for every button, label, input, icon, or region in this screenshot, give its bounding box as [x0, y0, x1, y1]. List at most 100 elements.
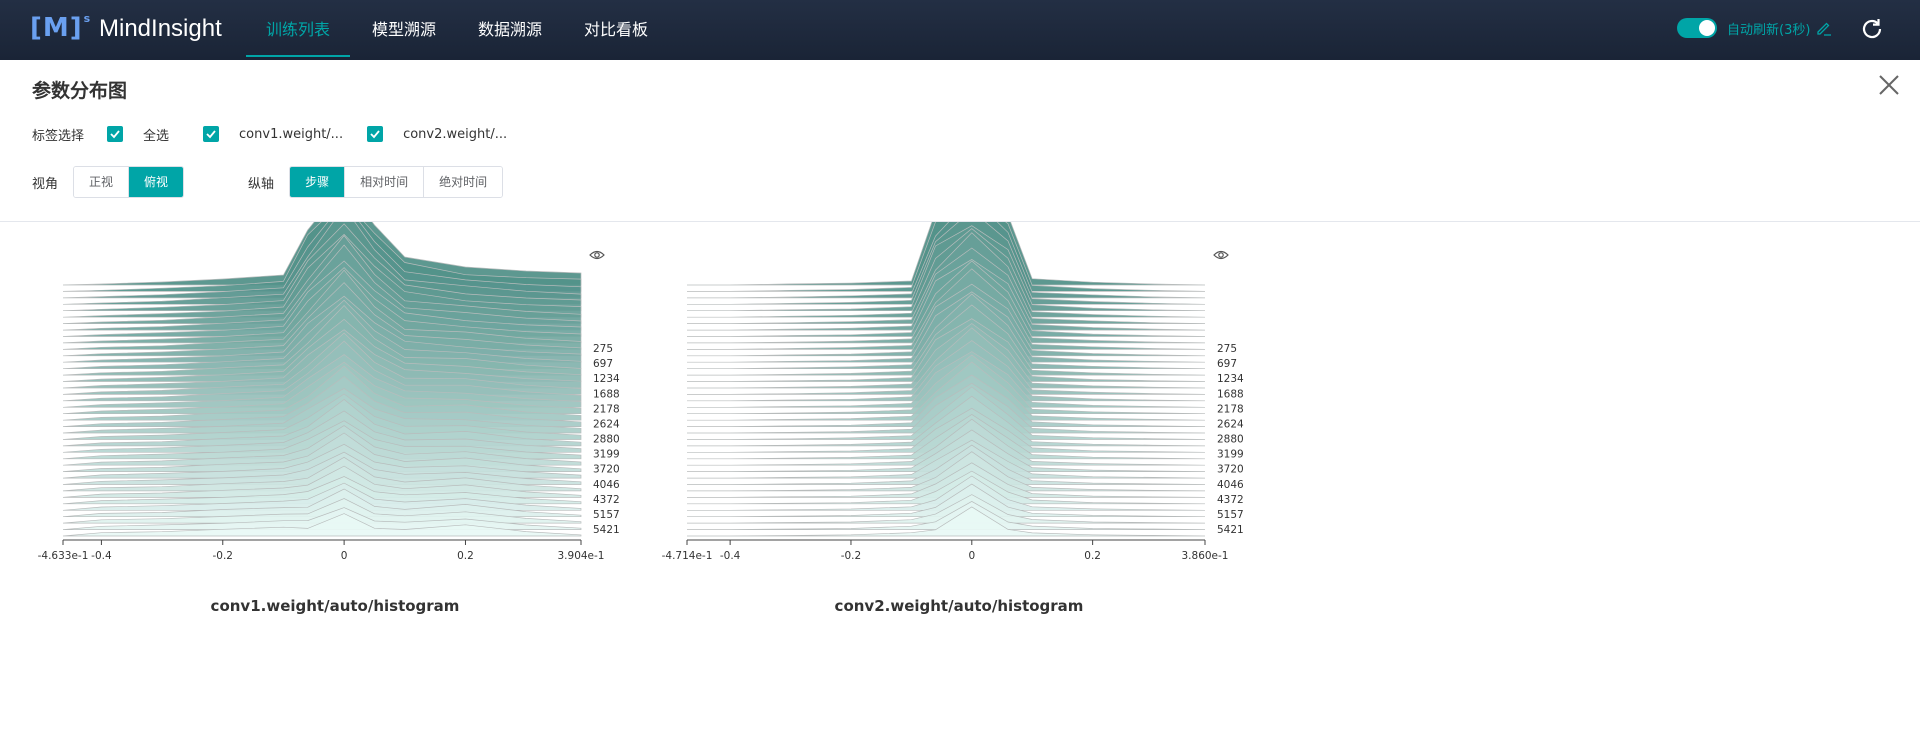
- x-tick-label: -0.4: [91, 550, 112, 562]
- edit-icon[interactable]: [1815, 19, 1833, 37]
- histogram-ridge: [687, 418, 1206, 466]
- auto-refresh-toggle[interactable]: [1677, 18, 1717, 38]
- x-tick-label: 3.860e-1: [1182, 550, 1229, 562]
- chart-title-conv2: conv2.weight/auto/histogram: [834, 597, 1084, 615]
- histogram-ridge: [687, 462, 1206, 498]
- axis-step-button[interactable]: 步骤: [290, 167, 346, 197]
- axis-relative-time-button[interactable]: 相对时间: [345, 167, 425, 197]
- x-tick-label: -0.4: [720, 550, 741, 562]
- histogram-ridge: [687, 475, 1206, 511]
- histogram-ridge: [687, 429, 1206, 472]
- histogram-ridge: [62, 443, 582, 479]
- histogram-ridge: [687, 470, 1206, 505]
- mindinsight-logo[interactable]: [M] s: [30, 12, 90, 48]
- tag-checkbox-conv1[interactable]: conv1.weight/...: [203, 126, 343, 142]
- histogram-ridge: [62, 498, 582, 524]
- app-name: MindInsight: [99, 15, 222, 42]
- x-tick-label: 0: [341, 550, 348, 562]
- histogram-ridge: [62, 410, 582, 453]
- logo-mark: [M]: [30, 13, 83, 43]
- x-tick-label: -4.714e-1: [662, 550, 713, 562]
- checkbox-checked-icon: [203, 126, 220, 142]
- top-navigation-bar: [M] s MindInsight 训练列表 模型溯源 数据溯源 对比看板 自动…: [0, 0, 1920, 60]
- histogram-ridge: [687, 451, 1206, 492]
- eye-icon[interactable]: [589, 249, 605, 261]
- histogram-ridge: [687, 395, 1206, 447]
- chart-title-conv1: conv1.weight/auto/histogram: [210, 597, 460, 615]
- histogram-ridge: [62, 507, 582, 530]
- checkbox-checked-icon: [367, 126, 384, 142]
- select-all-checkbox[interactable]: 全选: [107, 125, 169, 144]
- step-label: 5421: [1217, 524, 1244, 536]
- histogram-ridge: [62, 451, 582, 485]
- select-all-label: 全选: [143, 128, 170, 144]
- x-tick-label: 0: [968, 550, 975, 562]
- view-top-button[interactable]: 俯视: [129, 167, 184, 197]
- step-label: 4372: [593, 494, 620, 506]
- histogram-ridge: [62, 488, 582, 518]
- step-label: 2880: [593, 434, 620, 446]
- step-label: 1234: [1217, 373, 1244, 385]
- histogram-ridge: [687, 386, 1206, 440]
- tag-checkbox-conv2[interactable]: conv2.weight/...: [367, 126, 507, 142]
- histogram-ridge: [62, 456, 582, 492]
- step-label: 3199: [1217, 449, 1244, 461]
- step-label: 2880: [1217, 434, 1244, 446]
- view-toggle-group: 正视 俯视: [73, 166, 185, 198]
- step-label: 4046: [1217, 479, 1244, 491]
- nav-data-lineage[interactable]: 数据溯源: [478, 20, 543, 39]
- histogram-ridge: [62, 425, 582, 466]
- step-label: 275: [1217, 343, 1237, 355]
- histogram-ridge: [687, 407, 1206, 453]
- x-tick-label: -4.633e-1: [38, 550, 89, 562]
- histogram-ridge: [687, 439, 1206, 479]
- x-tick-label: 0.2: [1084, 550, 1101, 562]
- histogram-ridge: [62, 482, 582, 511]
- step-label: 2178: [593, 403, 620, 415]
- step-label: 275: [593, 343, 613, 355]
- step-label: 5421: [593, 524, 620, 536]
- close-icon[interactable]: [1877, 73, 1901, 97]
- x-tick-label: -0.2: [213, 550, 234, 562]
- histogram-ridge: [687, 494, 1206, 524]
- step-label: 4372: [1217, 494, 1244, 506]
- tag-label-conv1: conv1.weight/...: [239, 126, 344, 142]
- tag-select-row: 标签选择 全选 conv1.weight/... conv2.weight/..…: [32, 122, 507, 146]
- logo-superscript: s: [83, 12, 91, 25]
- histogram-ridge: [62, 465, 582, 498]
- histogram-ridge: [62, 399, 582, 447]
- step-label: 3720: [593, 464, 620, 476]
- histogram-chart-conv1: -4.633e-1 -0.4 -0.2 0 0.2 3.904e-1 275 697 1234 1…: [30, 222, 650, 622]
- tag-label-conv2: conv2.weight/...: [403, 126, 508, 142]
- y-axis-toggle-group: 步骤 相对时间 绝对时间: [289, 166, 504, 198]
- histogram-svg: -4.633e-1 -0.4 -0.2 0 0.2 3.904e-1 275 697 1234 1…: [38, 222, 620, 562]
- nav-compare-dashboard[interactable]: 对比看板: [584, 20, 649, 39]
- step-label: 5157: [593, 509, 620, 521]
- refresh-icon[interactable]: [1859, 16, 1885, 42]
- nav-model-lineage[interactable]: 模型溯源: [372, 20, 437, 39]
- histogram-ridge: [62, 476, 582, 505]
- step-label: 5157: [1217, 509, 1244, 521]
- auto-refresh-label: 自动刷新(3秒): [1727, 22, 1811, 38]
- histogram-svg: -4.714e-1 -0.4 -0.2 0 0.2 3.860e-1 275 697 1234 1…: [662, 222, 1244, 562]
- page-title: 参数分布图: [32, 80, 128, 102]
- view-label: 视角: [32, 176, 59, 192]
- histogram-chart-conv2: -4.714e-1 -0.4 -0.2 0 0.2 3.860e-1 275 697 1234 1…: [654, 222, 1274, 622]
- nav-training-list[interactable]: 训练列表: [246, 0, 351, 60]
- x-tick-label: -0.2: [841, 550, 862, 562]
- eye-icon[interactable]: [1213, 249, 1229, 261]
- main-nav: 训练列表 模型溯源 数据溯源 对比看板: [246, 0, 670, 60]
- axis-absolute-time-button[interactable]: 绝对时间: [424, 167, 503, 197]
- step-label: 3199: [593, 449, 620, 461]
- step-label: 2178: [1217, 403, 1244, 415]
- step-label: 4046: [593, 479, 620, 491]
- x-tick-label: 3.904e-1: [558, 550, 605, 562]
- checkbox-checked-icon: [107, 126, 124, 142]
- y-axis-label: 纵轴: [248, 176, 275, 192]
- step-label: 1688: [593, 388, 620, 400]
- step-label: 3720: [1217, 464, 1244, 476]
- histogram-ridge: [687, 413, 1206, 460]
- x-tick-label: 0.2: [457, 550, 474, 562]
- view-front-button[interactable]: 正视: [74, 167, 130, 197]
- view-axis-row: 视角 正视 俯视 纵轴 步骤 相对时间 绝对时间: [32, 166, 504, 198]
